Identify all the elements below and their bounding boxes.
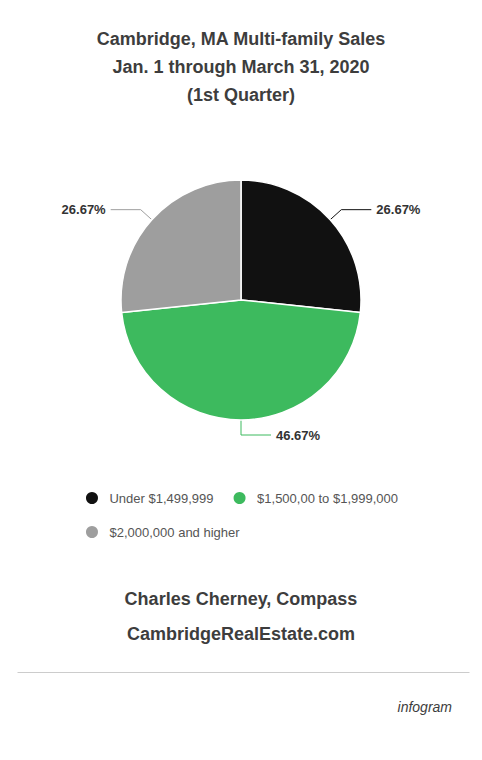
svg-text:infogram: infogram — [398, 699, 453, 715]
svg-text:(1st Quarter): (1st Quarter) — [187, 85, 295, 105]
svg-text:46.67%: 46.67% — [276, 428, 321, 443]
svg-text:$1,500,00 to $1,999,000: $1,500,00 to $1,999,000 — [257, 491, 398, 506]
svg-text:Cambridge, MA Multi-family Sal: Cambridge, MA Multi-family Sales — [97, 29, 385, 49]
svg-text:Charles Cherney, Compass: Charles Cherney, Compass — [125, 589, 358, 609]
svg-text:26.67%: 26.67% — [376, 202, 421, 217]
svg-text:CambridgeRealEstate.com: CambridgeRealEstate.com — [127, 624, 355, 644]
svg-text:$2,000,000 and higher: $2,000,000 and higher — [109, 525, 240, 540]
svg-text:26.67%: 26.67% — [62, 202, 107, 217]
svg-text:Under $1,499,999: Under $1,499,999 — [109, 491, 213, 506]
svg-text:Jan. 1 through March 31, 2020: Jan. 1 through March 31, 2020 — [112, 57, 369, 77]
